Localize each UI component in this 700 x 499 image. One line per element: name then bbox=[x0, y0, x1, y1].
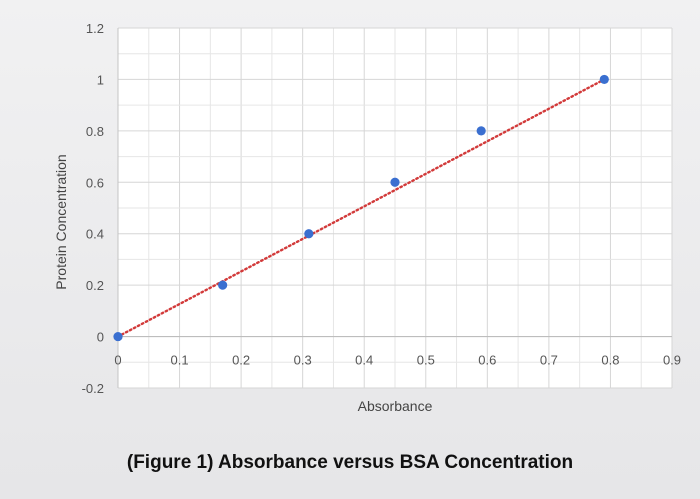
data-point bbox=[476, 126, 486, 136]
x-tick-label: 0.2 bbox=[232, 353, 250, 368]
x-tick-label: 0.9 bbox=[663, 353, 681, 368]
x-tick-label: 0.8 bbox=[601, 353, 619, 368]
x-tick-label: 0.1 bbox=[171, 353, 189, 368]
y-axis-ticks: -0.2 0 0.2 0.4 0.6 0.8 1 1.2 bbox=[82, 21, 104, 396]
x-tick-label: 0.3 bbox=[294, 353, 312, 368]
y-tick-label: -0.2 bbox=[82, 381, 104, 396]
data-points bbox=[113, 74, 609, 342]
x-tick-label: 0.4 bbox=[355, 353, 373, 368]
data-point bbox=[113, 331, 123, 342]
gridlines bbox=[117, 27, 673, 389]
y-tick-label: 0.6 bbox=[86, 175, 104, 190]
data-point bbox=[218, 280, 228, 290]
x-axis-title: Absorbance bbox=[358, 398, 433, 414]
y-tick-label: 0.2 bbox=[86, 278, 104, 293]
y-axis-title: Protein Concentration bbox=[53, 154, 69, 289]
y-tick-label: 1.2 bbox=[86, 21, 104, 36]
data-point bbox=[304, 229, 314, 239]
x-tick-label: 0.6 bbox=[478, 353, 496, 368]
y-tick-label: 0 bbox=[97, 330, 104, 345]
x-axis-ticks: 0 0.1 0.2 0.3 0.4 0.5 0.6 0.7 0.8 0.9 bbox=[114, 353, 681, 368]
y-tick-label: 0.4 bbox=[86, 227, 104, 242]
y-tick-label: 1 bbox=[97, 72, 104, 87]
data-point bbox=[390, 177, 400, 187]
y-tick-label: 0.8 bbox=[86, 124, 104, 139]
data-point bbox=[599, 74, 609, 85]
figure-caption: (Figure 1) Absorbance versus BSA Concent… bbox=[126, 452, 574, 473]
x-tick-label: 0.5 bbox=[417, 353, 435, 368]
x-tick-label: 0.7 bbox=[540, 353, 558, 368]
linear-trendline bbox=[116, 78, 606, 338]
x-tick-label: 0 bbox=[114, 353, 121, 368]
